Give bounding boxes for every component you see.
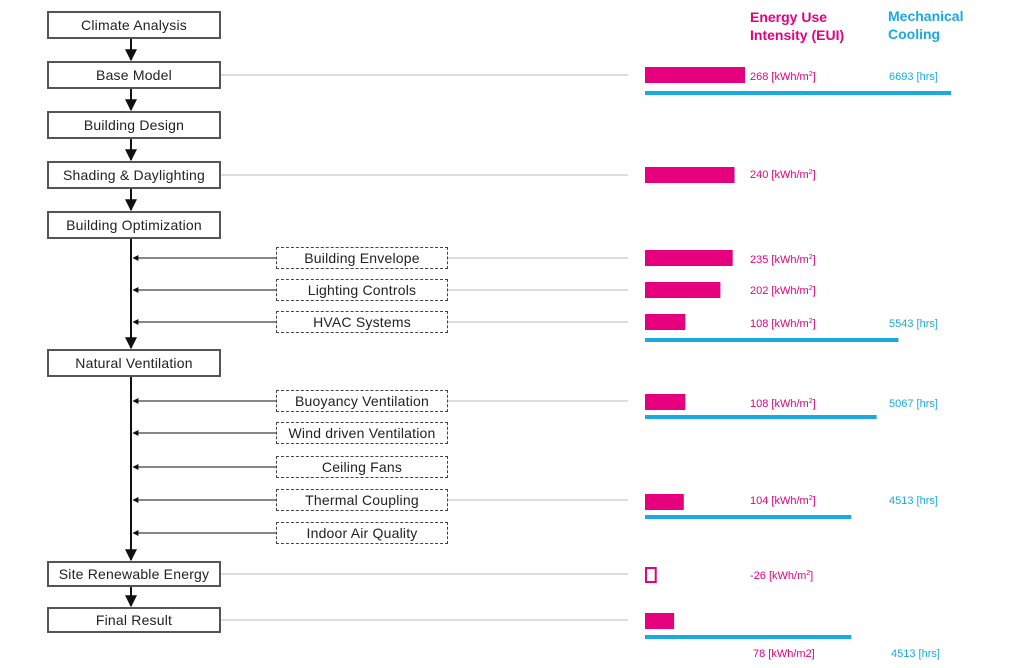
connector-lines: [125, 39, 628, 621]
step-base-model-label: Base Model: [96, 67, 172, 83]
eui-header-line2: Intensity (EUI): [750, 27, 845, 43]
substep-lighting-controls: Lighting Controls: [276, 279, 448, 301]
eui-value-final: 78 [kWh/m2]: [753, 648, 815, 660]
substep-indoor-air-quality: Indoor Air Quality: [276, 522, 448, 544]
substep-thermal-coupling-label: Thermal Coupling: [305, 492, 419, 508]
step-building-optimization: Building Optimization: [47, 211, 221, 239]
metric-bars: [645, 67, 951, 639]
eui-value-thermal: 104 [kWh/m2]: [750, 495, 816, 507]
substep-buoyancy-ventilation-label: Buoyancy Ventilation: [295, 393, 429, 409]
cooling-bar-thermal: [645, 515, 852, 519]
substep-wind-driven-ventilation-label: Wind driven Ventilation: [288, 425, 436, 441]
substep-ceiling-fans: Ceiling Fans: [276, 456, 448, 478]
eui-value-buoyancy: 108 [kWh/m2]: [750, 398, 816, 410]
eui-bar-base: [645, 67, 745, 83]
eui-bar-shading: [645, 167, 735, 183]
step-base-model: Base Model: [47, 61, 221, 89]
eui-bar-final: [645, 613, 675, 629]
step-climate-analysis-label: Climate Analysis: [81, 17, 187, 33]
eui-value-hvac: 108 [kWh/m2]: [750, 318, 816, 330]
eui-value-envelope: 235 [kWh/m2]: [750, 254, 816, 266]
eui-bar-thermal: [645, 494, 684, 510]
eui-header: Energy Use Intensity (EUI): [750, 8, 844, 44]
eui-bar-envelope: [645, 250, 733, 266]
step-natural-ventilation: Natural Ventilation: [47, 349, 221, 377]
step-site-renewable-energy: Site Renewable Energy: [47, 561, 221, 587]
cooling-value-base-model: 6693 [hrs]: [889, 71, 938, 83]
step-climate-analysis: Climate Analysis: [47, 11, 221, 39]
step-final-result: Final Result: [47, 607, 221, 633]
eui-value-base-model: 268 [kWh/m2]: [750, 71, 816, 83]
eui-bar-hvac: [645, 314, 686, 330]
substep-building-envelope: Building Envelope: [276, 247, 448, 269]
cooling-bar-final: [645, 635, 852, 639]
substep-hvac-systems: HVAC Systems: [276, 311, 448, 333]
substep-building-envelope-label: Building Envelope: [304, 250, 420, 266]
step-shading-daylighting: Shading & Daylighting: [47, 161, 221, 189]
eui-value-shading: 240 [kWh/m2]: [750, 169, 816, 181]
cooling-value-buoyancy: 5067 [hrs]: [889, 398, 938, 410]
substep-ceiling-fans-label: Ceiling Fans: [321, 459, 403, 475]
cooling-value-final: 4513 [hrs]: [891, 648, 940, 660]
cooling-bar-hvac: [645, 338, 899, 342]
step-shading-daylighting-label: Shading & Daylighting: [63, 167, 205, 183]
step-building-design-label: Building Design: [83, 117, 185, 133]
substep-buoyancy-ventilation: Buoyancy Ventilation: [276, 390, 448, 412]
eui-bar-lighting: [645, 282, 721, 298]
cooling-header-line1: Mechanical: [888, 8, 964, 24]
substep-thermal-coupling: Thermal Coupling: [276, 489, 448, 511]
substep-wind-driven-ventilation: Wind driven Ventilation: [276, 422, 448, 444]
step-building-optimization-label: Building Optimization: [66, 217, 202, 233]
eui-bar-renewable: [645, 567, 657, 583]
cooling-value-hvac: 5543 [hrs]: [889, 318, 938, 330]
cooling-bar-base: [645, 91, 951, 95]
cooling-value-thermal: 4513 [hrs]: [889, 495, 938, 507]
cooling-header: Mechanical Cooling: [888, 7, 963, 43]
eui-header-line1: Energy Use: [750, 9, 828, 25]
substep-hvac-systems-label: HVAC Systems: [313, 314, 411, 330]
substep-indoor-air-quality-label: Indoor Air Quality: [306, 525, 418, 541]
cooling-header-line2: Cooling: [888, 26, 941, 42]
eui-value-lighting: 202 [kWh/m2]: [750, 285, 816, 297]
eui-value-renewable: -26 [kWh/m2]: [750, 570, 814, 582]
step-final-result-label: Final Result: [95, 612, 173, 628]
step-site-renewable-energy-label: Site Renewable Energy: [58, 566, 210, 582]
eui-bar-buoyancy: [645, 394, 686, 410]
step-natural-ventilation-label: Natural Ventilation: [75, 355, 193, 371]
substep-lighting-controls-label: Lighting Controls: [307, 282, 417, 298]
cooling-bar-buoyancy: [645, 415, 877, 419]
step-building-design: Building Design: [47, 111, 221, 139]
